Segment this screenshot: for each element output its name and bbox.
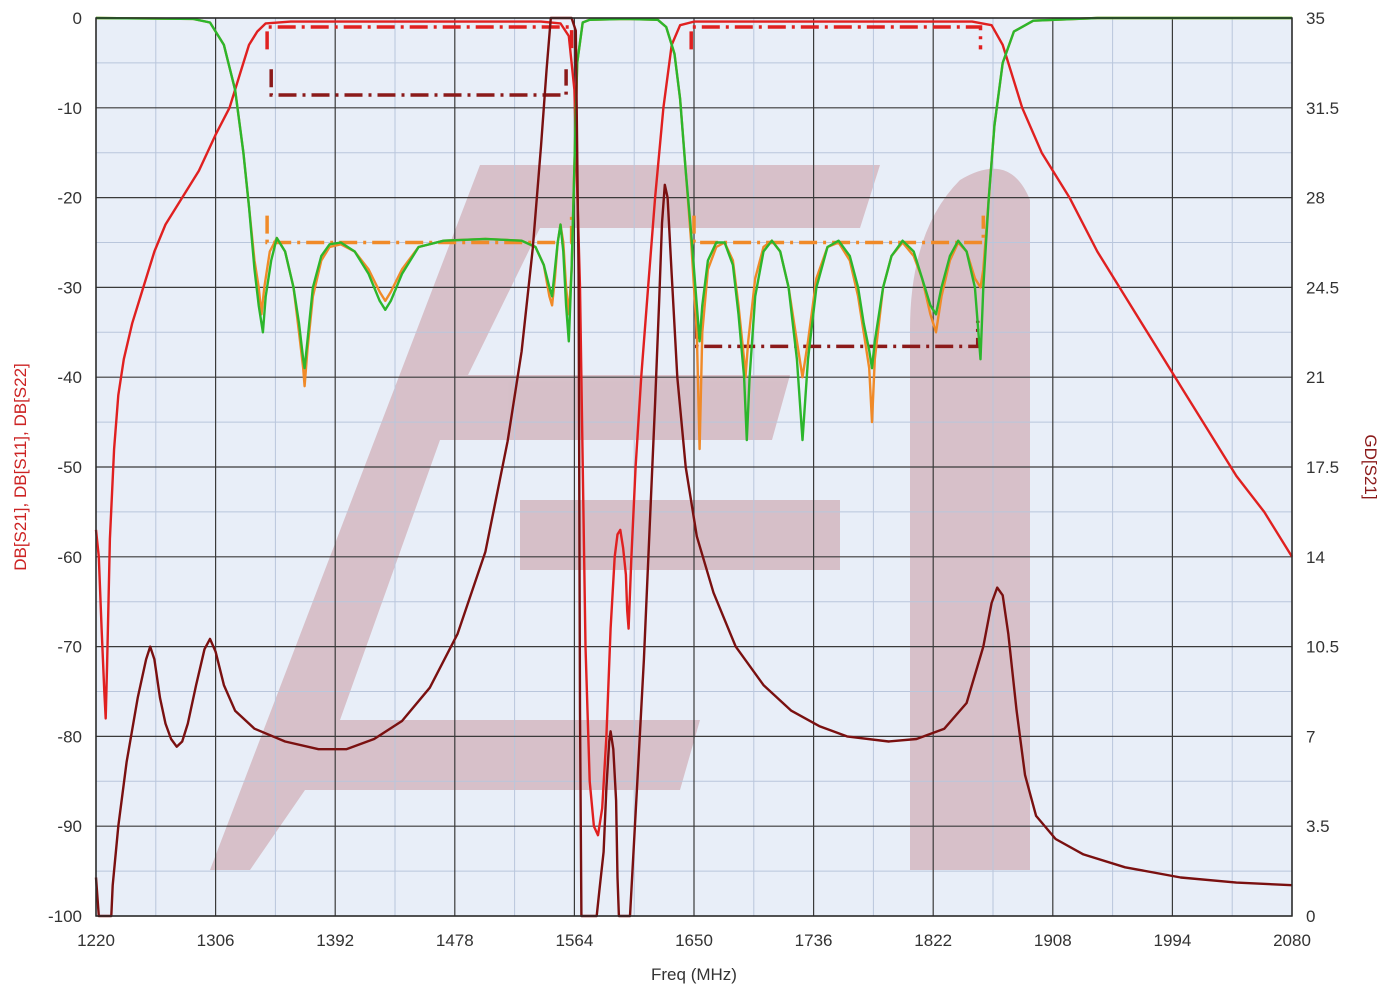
left-tick-label: -10 <box>57 99 82 118</box>
left-tick-label: -40 <box>57 368 82 387</box>
plot-frame <box>95 17 1293 917</box>
right-tick-label: 24.5 <box>1306 278 1339 297</box>
x-tick-label: 1564 <box>555 931 593 950</box>
x-tick-label: 1822 <box>914 931 952 950</box>
right-tick-labels: 35 31.5 28 24.5 21 17.5 14 10.5 7 3.5 0 <box>1306 9 1339 926</box>
x-tick-label: 2080 <box>1273 931 1311 950</box>
right-tick-label: 3.5 <box>1306 817 1330 836</box>
x-tick-label: 1220 <box>77 931 115 950</box>
spec-mask-line <box>269 69 568 97</box>
right-tick-label: 28 <box>1306 189 1325 208</box>
left-tick-label: -20 <box>57 189 82 208</box>
right-tick-label: 17.5 <box>1306 458 1339 477</box>
data-series <box>94 16 1294 918</box>
left-tick-label: -50 <box>57 458 82 477</box>
left-tick-label: -60 <box>57 548 82 567</box>
left-tick-label: -30 <box>57 278 82 297</box>
left-tick-label: 0 <box>73 9 82 28</box>
left-tick-labels: 0 -10 -20 -30 -40 -50 -60 -70 -80 -90 -100 <box>48 9 82 926</box>
right-tick-label: 35 <box>1306 9 1325 28</box>
left-tick-label: -90 <box>57 817 82 836</box>
x-tick-label: 1392 <box>316 931 354 950</box>
x-tick-label: 1478 <box>436 931 474 950</box>
series-line <box>94 20 1294 837</box>
left-tick-label: -80 <box>57 727 82 746</box>
series-line <box>95 16 1292 442</box>
left-tick-label: -70 <box>57 638 82 657</box>
spec-mask-line <box>265 25 574 50</box>
x-axis-title: Freq (MHz) <box>651 965 737 984</box>
left-axis-title: DB[S21], DB[S11], DB[S22] <box>11 363 30 571</box>
right-tick-label: 7 <box>1306 727 1315 746</box>
x-tick-label: 1994 <box>1153 931 1191 950</box>
x-tick-labels: 1220 1306 1392 1478 1564 1650 1736 1822 1908 1994… <box>77 931 1311 950</box>
right-tick-label: 31.5 <box>1306 99 1339 118</box>
spec-mask-line <box>689 25 983 50</box>
right-tick-label: 0 <box>1306 907 1315 926</box>
right-tick-label: 10.5 <box>1306 638 1339 657</box>
x-tick-label: 1736 <box>795 931 833 950</box>
x-tick-label: 1306 <box>197 931 235 950</box>
right-tick-label: 14 <box>1306 548 1325 567</box>
left-tick-label: -100 <box>48 907 82 926</box>
x-tick-label: 1908 <box>1034 931 1072 950</box>
x-tick-label: 1650 <box>675 931 713 950</box>
right-tick-label: 21 <box>1306 368 1325 387</box>
series-line <box>94 16 1293 918</box>
right-axis-title: GD[S21] <box>1361 434 1380 499</box>
